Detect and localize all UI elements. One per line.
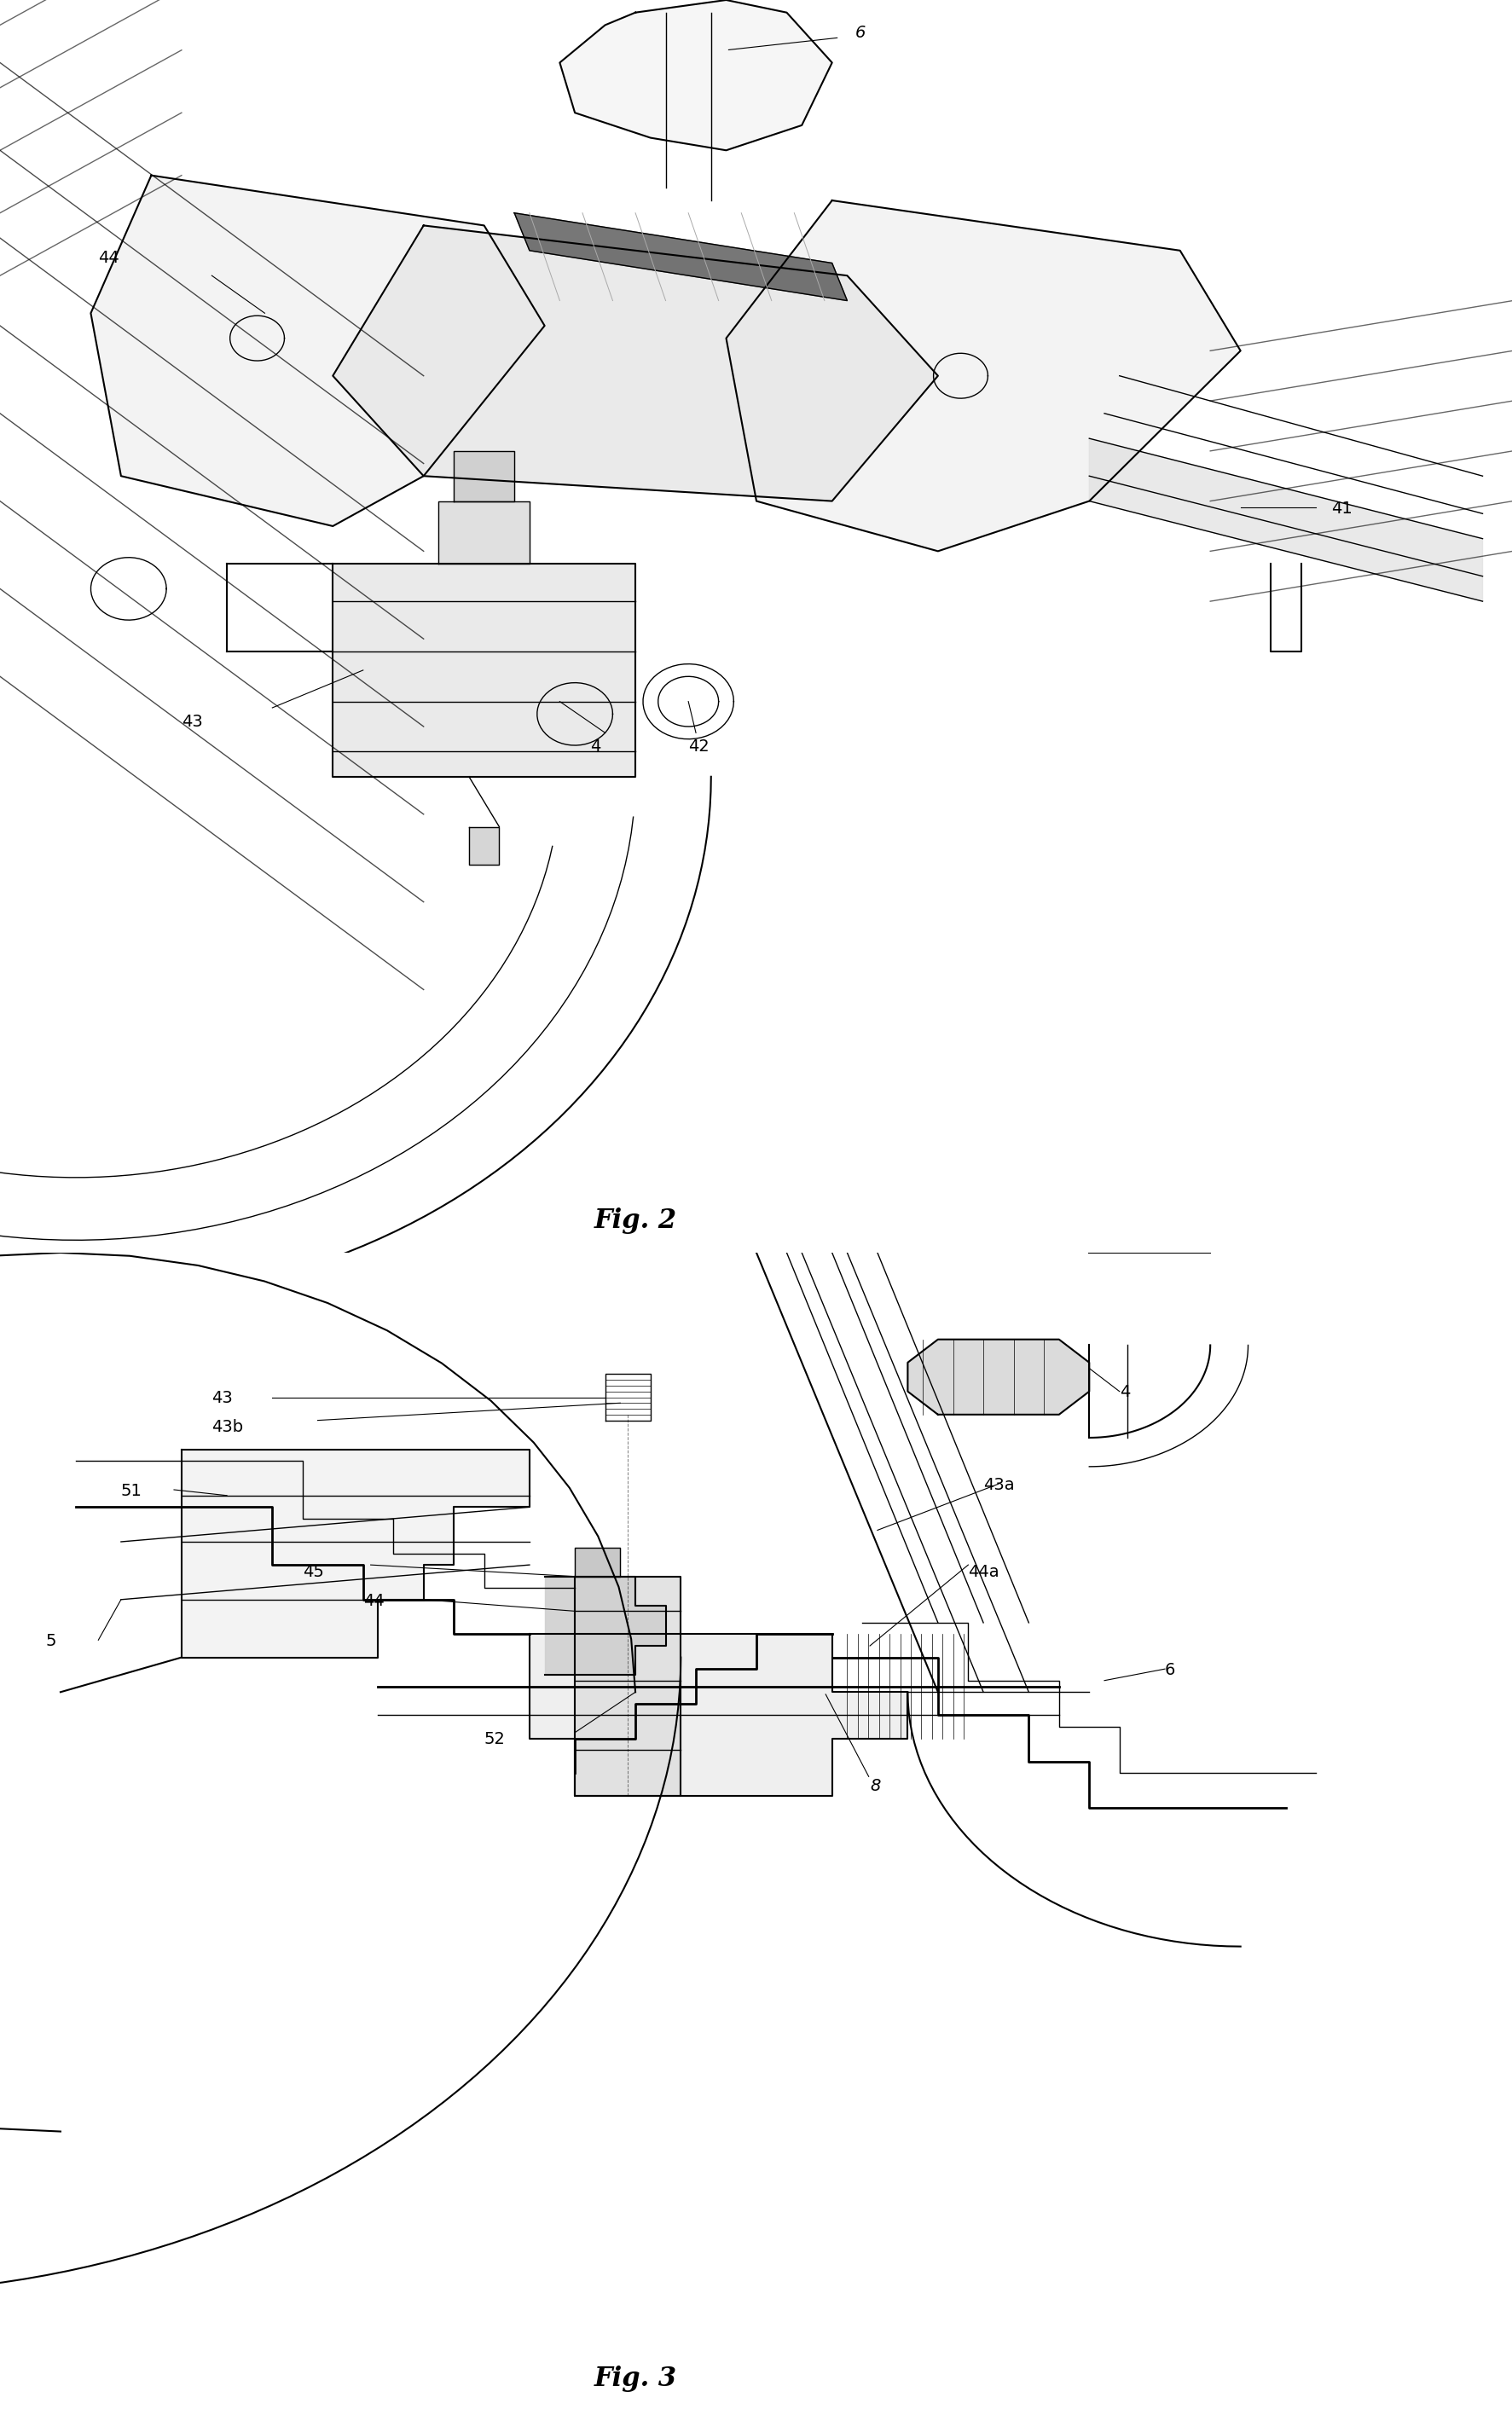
Polygon shape bbox=[469, 826, 499, 865]
Text: 42: 42 bbox=[688, 740, 709, 754]
Polygon shape bbox=[575, 1547, 620, 1575]
Text: 8: 8 bbox=[869, 1778, 880, 1795]
Polygon shape bbox=[333, 226, 937, 501]
Polygon shape bbox=[181, 1450, 529, 1657]
Polygon shape bbox=[438, 501, 529, 564]
Text: 43: 43 bbox=[181, 713, 203, 730]
Text: 51: 51 bbox=[121, 1482, 142, 1498]
Text: Fig. 2: Fig. 2 bbox=[594, 1207, 676, 1233]
Polygon shape bbox=[726, 200, 1240, 552]
Text: 52: 52 bbox=[484, 1732, 505, 1747]
Text: 6: 6 bbox=[854, 24, 865, 41]
Text: 44: 44 bbox=[363, 1592, 384, 1609]
Text: 44a: 44a bbox=[968, 1563, 999, 1580]
Text: 4: 4 bbox=[1119, 1385, 1129, 1400]
Polygon shape bbox=[514, 212, 847, 301]
Polygon shape bbox=[529, 1633, 907, 1797]
Text: 4: 4 bbox=[590, 740, 600, 754]
Polygon shape bbox=[559, 0, 832, 149]
Polygon shape bbox=[907, 1339, 1089, 1414]
Text: 44: 44 bbox=[98, 251, 119, 267]
Text: 5: 5 bbox=[45, 1633, 56, 1650]
Polygon shape bbox=[1089, 438, 1482, 602]
Text: 45: 45 bbox=[302, 1563, 324, 1580]
Polygon shape bbox=[575, 1575, 680, 1797]
Polygon shape bbox=[454, 450, 514, 501]
Text: 43a: 43a bbox=[983, 1477, 1015, 1494]
Polygon shape bbox=[91, 176, 544, 525]
Text: 6: 6 bbox=[1164, 1662, 1175, 1679]
Polygon shape bbox=[333, 564, 635, 776]
Polygon shape bbox=[544, 1575, 665, 1674]
Text: 43: 43 bbox=[212, 1390, 233, 1407]
Text: Fig. 3: Fig. 3 bbox=[594, 2366, 676, 2392]
Text: 41: 41 bbox=[1331, 501, 1352, 518]
Text: 43b: 43b bbox=[212, 1419, 243, 1436]
